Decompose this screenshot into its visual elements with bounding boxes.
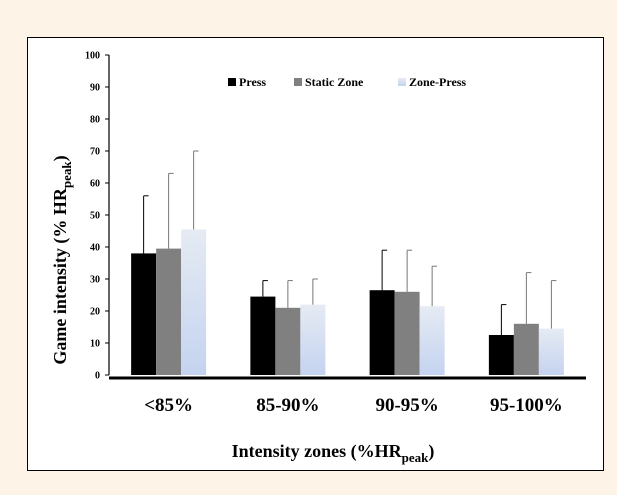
bar — [156, 248, 182, 375]
legend-label: Press — [239, 75, 266, 89]
chart-figure: 0 10 20 30 40 50 60 70 80 90 100 <85% 85-90% 90-95% 9… — [27, 37, 604, 471]
bar — [250, 296, 276, 375]
axes: 0 10 20 30 40 50 60 70 80 90 100 — [85, 51, 586, 382]
bar — [369, 290, 395, 375]
x-axis-label: Intensity zones (%HRpeak) — [232, 441, 435, 465]
x-tick-label: 95-100% — [490, 395, 563, 416]
y-tick-label: 50 — [90, 211, 100, 222]
legend-label: Zone-Press — [409, 75, 466, 89]
bar — [513, 323, 539, 375]
y-tick-label: 30 — [90, 275, 100, 286]
y-tick-label: 10 — [90, 339, 100, 350]
legend-swatch — [294, 78, 302, 86]
bar — [275, 307, 301, 375]
x-tick-label: <85% — [144, 395, 193, 416]
y-tick-label: 40 — [90, 243, 100, 254]
x-tick-label: 90-95% — [375, 395, 438, 416]
legend: Press Static Zone Zone-Press — [228, 75, 466, 89]
legend-label: Static Zone — [305, 75, 364, 89]
x-tick-label: 85-90% — [256, 395, 319, 416]
y-tick-label: 0 — [95, 371, 100, 382]
bar — [131, 253, 157, 375]
bar — [419, 306, 445, 375]
bar — [181, 229, 207, 375]
y-tick-label: 100 — [85, 51, 100, 62]
y-tick-label: 80 — [90, 115, 100, 126]
legend-swatch — [228, 78, 236, 86]
y-axis-label: Game intensity (% HRpeak) — [50, 155, 74, 364]
legend-swatch — [398, 78, 406, 86]
y-tick-label: 90 — [90, 83, 100, 94]
bar — [394, 291, 420, 375]
y-tick-label: 60 — [90, 179, 100, 190]
bar — [300, 304, 326, 375]
y-tick-label: 70 — [90, 147, 100, 158]
bar — [538, 328, 564, 375]
bar — [488, 335, 514, 375]
y-tick-label: 20 — [90, 307, 100, 318]
bars: <85% 85-90% 90-95% 95-100% — [131, 150, 564, 416]
axis-labels: Game intensity (% HRpeak) Intensity zone… — [50, 155, 434, 465]
bar-chart: 0 10 20 30 40 50 60 70 80 90 100 <85% 85-90% 90-95% 9… — [50, 51, 586, 465]
